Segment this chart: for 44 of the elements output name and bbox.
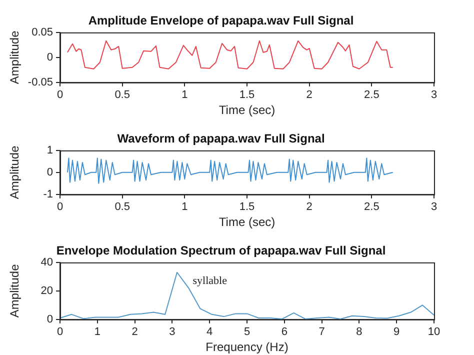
x-tick-label: 3 (430, 201, 438, 214)
x-tick-label: 8 (356, 326, 362, 338)
y-tick-label: 0.05 (32, 26, 53, 38)
x-axis-title: Time (sec) (218, 215, 276, 230)
x-tick-label: 7 (318, 326, 325, 338)
chart-title: Envelope Modulation Spectrum of papapa.wav Full Signal (56, 244, 386, 258)
x-tick-label: 2 (306, 89, 312, 102)
x-tick-label: 2 (306, 201, 312, 214)
x-tick-label: 3 (430, 89, 438, 102)
x-tick-label: 6 (281, 326, 288, 338)
x-tick-label: 2.5 (364, 89, 380, 102)
y-axis-title: Amplitude (8, 145, 22, 200)
y-tick-label: 0 (46, 166, 53, 178)
x-tick-label: 2.5 (364, 201, 380, 214)
y-tick-label: 20 (40, 284, 53, 297)
y-tick-label: -1 (43, 188, 53, 200)
x-tick-label: 5 (244, 326, 250, 338)
x-tick-label: 3 (169, 326, 176, 338)
y-tick-label: 1 (46, 144, 53, 156)
chart-title: Amplitude Envelope of papapa.wav Full Signal (88, 14, 354, 28)
y-axis-title: Amplitude (8, 30, 22, 84)
x-tick-label: 0 (56, 201, 64, 214)
x-tick-label: 1 (182, 89, 188, 102)
y-axis-title: Amplitude (8, 264, 22, 318)
x-tick-label: 1.5 (239, 89, 255, 102)
y-tick-label: 0 (46, 51, 53, 64)
x-tick-label: 4 (206, 326, 213, 338)
x-tick-label: 9 (394, 326, 400, 338)
x-tick-label: 1 (182, 201, 188, 214)
annotation: syllable (192, 275, 228, 288)
x-tick-label: 0 (56, 326, 64, 338)
x-tick-label: 0.5 (114, 89, 130, 102)
x-tick-label: 1.5 (239, 201, 255, 214)
y-tick-label: 0 (46, 313, 53, 326)
y-tick-label: 40 (40, 256, 53, 268)
x-axis-title: Time (sec) (218, 103, 276, 118)
x-tick-label: 1 (94, 326, 100, 338)
x-tick-label: 0 (56, 89, 64, 102)
y-tick-label: -0.05 (28, 76, 53, 88)
x-tick-label: 10 (428, 326, 440, 338)
chart-title: Waveform of papapa.wav Full Signal (117, 132, 325, 146)
x-axis-title: Frequency (Hz) (206, 340, 288, 354)
x-tick-label: 0.5 (114, 201, 130, 214)
x-tick-label: 2 (132, 326, 138, 338)
